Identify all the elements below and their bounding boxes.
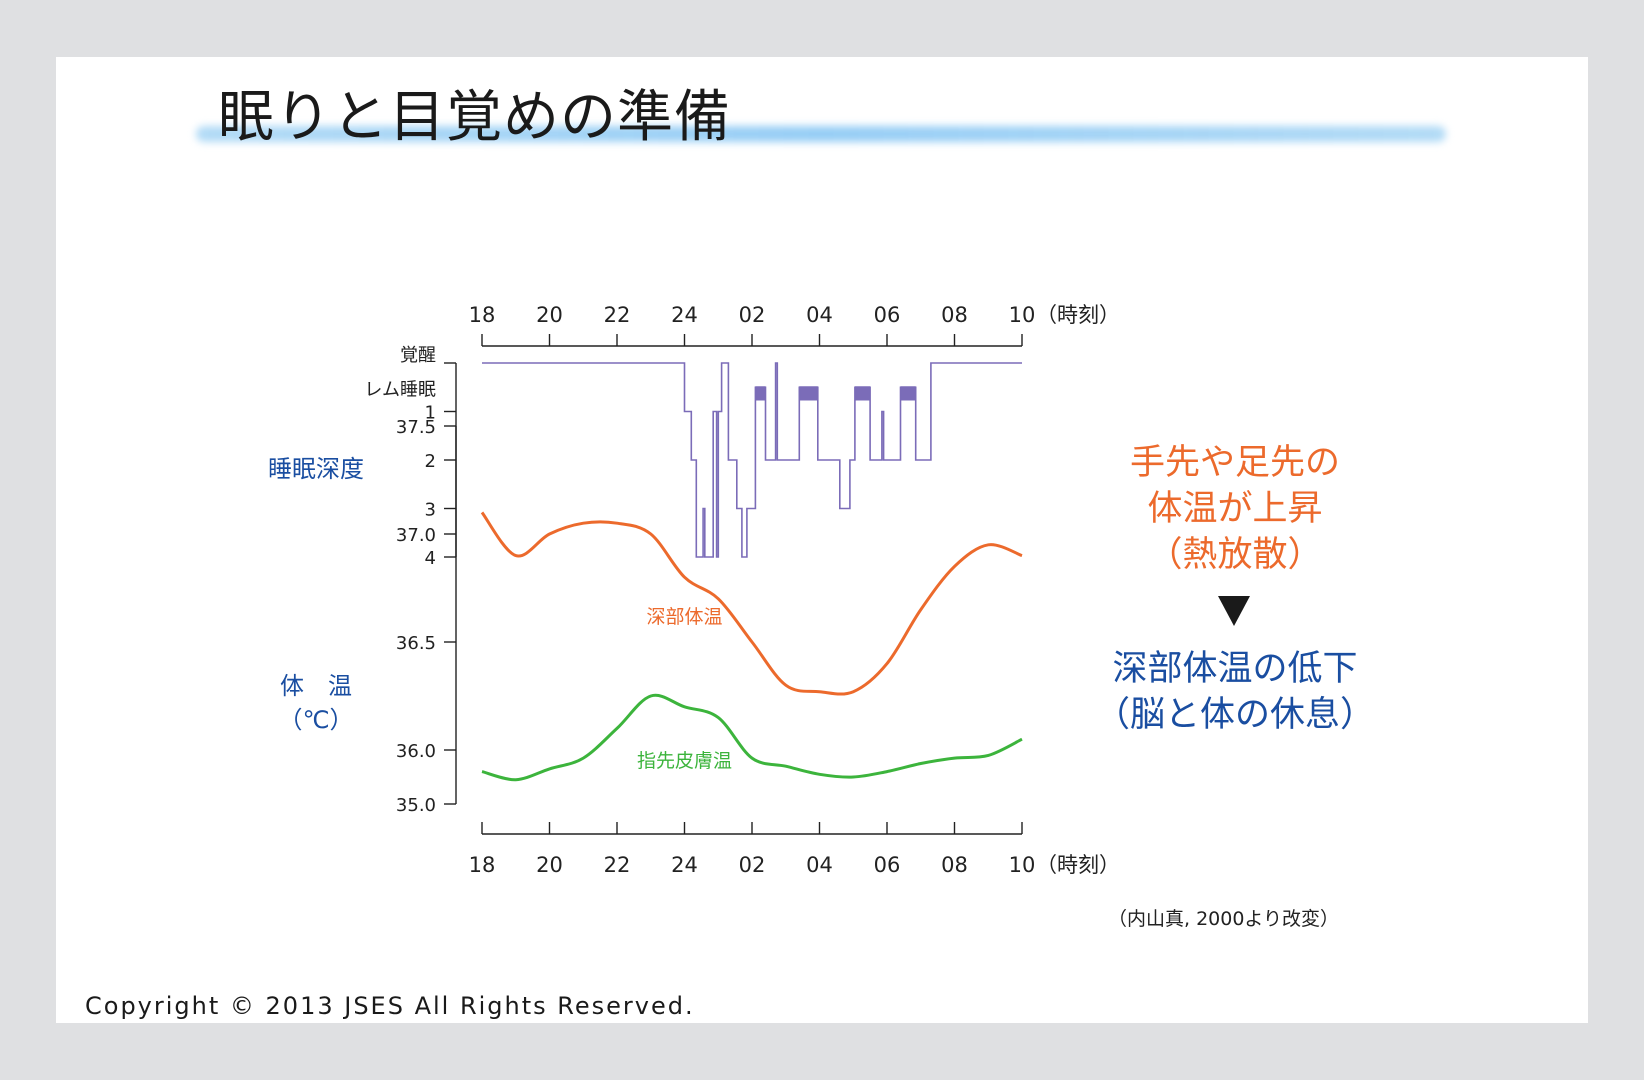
sleep-y-label-4: 3 (425, 500, 436, 521)
skin-temp-series-label: 指先皮膚温 (637, 750, 732, 772)
rem-block-44 (854, 386, 871, 401)
bottom-x-tick-label-22: 22 (604, 853, 631, 877)
bottom-x-tick-label-08: 08 (941, 853, 968, 877)
top-x-tick-label-22: 22 (604, 303, 631, 327)
page-title: 眠りと目覚めの準備 (218, 85, 731, 150)
bottom-x-tick-label-10: 10 (1009, 853, 1036, 877)
sleep-y-label-1: レム睡眠 (364, 379, 436, 400)
temp-y-label-3: 36.0 (396, 741, 436, 762)
top-x-tick-label-18: 18 (469, 303, 496, 327)
slide-background (56, 57, 1588, 1023)
temp-y-label-4: 35.0 (396, 795, 436, 816)
top-x-tick-label-02: 02 (739, 303, 766, 327)
note-blue: 深部体温の低下 （脳と体の休息） (1070, 646, 1400, 738)
core-temp-line (480, 511, 1023, 696)
top-x-unit-label: （時刻） (1036, 303, 1120, 327)
note-blue-line-1: 深部体温の低下 (1112, 649, 1358, 689)
bottom-x-tick-label-04: 04 (806, 853, 833, 877)
top-x-tick-label-06: 06 (874, 303, 901, 327)
note-orange: 手先や足先の 体温が上昇 （熱放散） (1080, 440, 1390, 578)
top-x-tick-label-24: 24 (671, 303, 698, 327)
top-x-tick-label-08: 08 (941, 303, 968, 327)
bottom-x-tick-label-06: 06 (874, 853, 901, 877)
sleep-y-label-3: 2 (425, 451, 436, 472)
sleep-y-label-0: 覚醒 (400, 345, 436, 366)
core-temp-series-label: 深部体温 (646, 606, 722, 628)
note-orange-line-1: 手先や足先の (1129, 443, 1340, 483)
note-orange-line-2: 体温が上昇 (1147, 489, 1323, 529)
rem-block-28 (755, 386, 766, 401)
bottom-x-tick-label-18: 18 (469, 853, 496, 877)
top-x-tick-label-04: 04 (806, 303, 833, 327)
temp-y-axis-title: 体 温 (280, 672, 352, 700)
copyright-text: Copyright © 2013 JSES All Rights Reserve… (85, 992, 695, 1020)
sleep-y-label-5: 4 (425, 548, 436, 569)
top-x-tick-label-20: 20 (536, 303, 563, 327)
bottom-x-unit-label: （時刻） (1036, 853, 1120, 877)
down-triangle-icon (1218, 596, 1250, 626)
bottom-x-tick-label-02: 02 (739, 853, 766, 877)
top-x-tick-label-10: 10 (1009, 303, 1036, 327)
sleep-y-axis-title: 睡眠深度 (268, 455, 364, 483)
note-orange-line-3: （熱放散） (1147, 535, 1323, 575)
temp-y-axis-unit: （℃） (279, 706, 354, 734)
bottom-x-tick-label-20: 20 (536, 853, 563, 877)
temp-y-label-1: 37.0 (396, 525, 436, 546)
skin-temp-line (481, 693, 1023, 782)
sleep-hypnogram-line (482, 362, 1022, 558)
bottom-x-tick-label-24: 24 (671, 853, 698, 877)
note-blue-line-2: （脳と体の休息） (1094, 695, 1375, 735)
rem-block-52 (900, 386, 916, 401)
rem-block-36 (799, 386, 818, 401)
source-citation: （内山真, 2000より改変） (1108, 908, 1340, 930)
temp-y-label-2: 36.5 (396, 633, 436, 654)
title-underline (196, 126, 1446, 142)
sleep-y-label-2: 1 (425, 403, 436, 424)
temp-y-label-0: 37.5 (396, 417, 436, 438)
